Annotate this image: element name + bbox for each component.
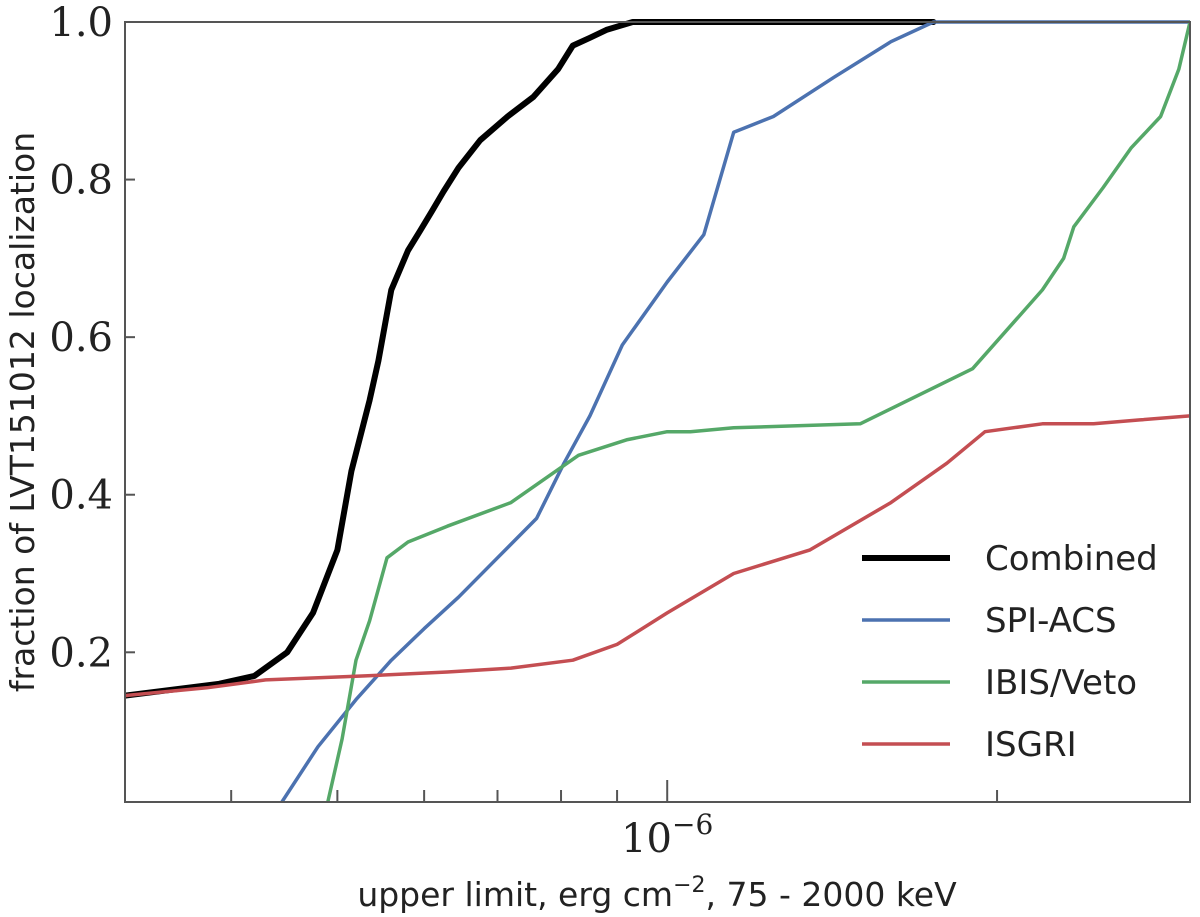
series-line-isgri	[125, 414, 1190, 698]
y-axis-label: fraction of LVT151012 localization	[3, 132, 42, 692]
legend-label-spi-acs: SPI-ACS	[985, 601, 1117, 641]
legend-label-combined: Combined	[985, 539, 1158, 579]
legend-label-isgri: ISGRI	[985, 725, 1077, 765]
x-axis-label: upper limit, erg cm−2, 75 - 2000 keV	[357, 873, 957, 914]
axes-frame	[124, 21, 1191, 803]
y-tick-label: 0.6	[49, 315, 113, 361]
y-tick-label: 0.2	[49, 630, 113, 676]
legend: Combined SPI-ACS IBIS/Veto ISGRI	[862, 539, 1158, 765]
y-tick-label: 0.8	[49, 158, 113, 204]
series-line-spi-acs	[280, 20, 1190, 802]
x-axis-label-exponent: −2	[673, 873, 705, 898]
y-tick-label: 0.4	[49, 473, 113, 519]
x-tick-label: 10−6	[621, 808, 713, 862]
series-line-ibis-veto	[326, 20, 1190, 802]
legend-label-ibis-veto: IBIS/Veto	[985, 663, 1137, 703]
x-axis-label-suffix: , 75 - 2000 keV	[706, 875, 958, 914]
series-line-combined	[125, 19, 937, 699]
axis-ticks: 0.2 0.4 0.6 0.8 1.0 10−6	[49, 0, 1191, 862]
y-tick-label: 1.0	[49, 0, 113, 46]
